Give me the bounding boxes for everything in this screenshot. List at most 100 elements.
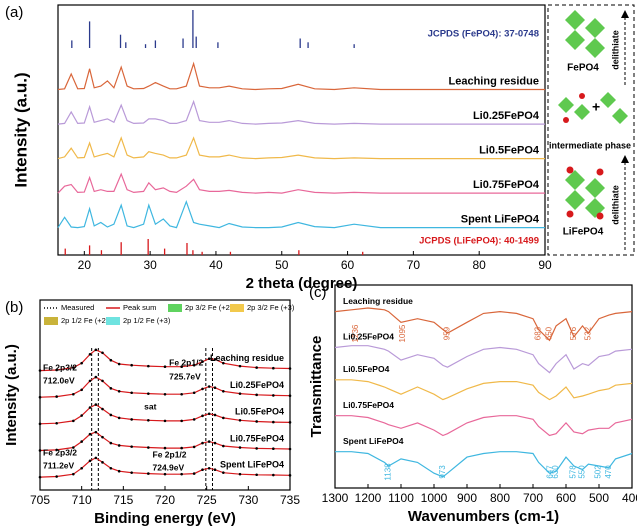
measured-point bbox=[117, 444, 121, 447]
x-tick-label: 710 bbox=[72, 493, 92, 507]
x-axis-title: 2 theta (degree) bbox=[246, 275, 358, 292]
measured-point bbox=[180, 365, 183, 369]
measured-point bbox=[109, 466, 113, 470]
measured-point bbox=[238, 418, 242, 422]
measured-point bbox=[101, 435, 104, 439]
measured-point bbox=[88, 406, 92, 409]
panel-label: (a) bbox=[5, 4, 23, 21]
measured-point bbox=[130, 418, 133, 421]
measured-point bbox=[163, 392, 167, 396]
measured-point bbox=[147, 446, 150, 449]
measured-point bbox=[207, 412, 211, 416]
series-label: Spent LiFePO4 bbox=[343, 436, 404, 446]
measured-point bbox=[213, 413, 217, 417]
panel-label: (c) bbox=[309, 284, 327, 301]
measured-point bbox=[101, 379, 104, 383]
x-tick-label: 1000 bbox=[421, 491, 448, 505]
series-label: Li0.5FePO4 bbox=[479, 144, 540, 156]
peak-label: 959 bbox=[443, 326, 452, 340]
measured-point bbox=[55, 395, 58, 398]
measured-point bbox=[72, 446, 75, 449]
x-tick-label: 1100 bbox=[388, 491, 414, 505]
measured-point bbox=[222, 361, 225, 365]
x-tick-label: 40 bbox=[209, 258, 223, 272]
measured-point bbox=[207, 385, 211, 388]
series-label: Leaching residue bbox=[449, 75, 539, 87]
measured-point bbox=[192, 472, 196, 475]
measured-point bbox=[163, 446, 167, 450]
measured-point bbox=[222, 416, 225, 420]
measured-point bbox=[80, 361, 83, 365]
measured-point bbox=[117, 389, 121, 393]
spectrum-line bbox=[57, 99, 545, 125]
measured-point bbox=[55, 368, 58, 372]
measured-point bbox=[55, 475, 58, 478]
x-tick-label: 700 bbox=[523, 491, 543, 505]
series-label: Li0.25FePO4 bbox=[473, 110, 540, 122]
measured-point bbox=[109, 387, 113, 390]
x-tick-label: 500 bbox=[589, 491, 609, 505]
annotation: 711.2eV bbox=[43, 460, 75, 470]
series-label: Li0.5FePO4 bbox=[235, 407, 284, 417]
measured-point bbox=[38, 395, 42, 399]
measured-point bbox=[94, 348, 98, 352]
x-axis-title: Binding energy (eV) bbox=[94, 510, 236, 527]
series-label: Li0.75FePO4 bbox=[343, 400, 394, 410]
measured-point bbox=[109, 413, 113, 417]
spectrum-line bbox=[39, 431, 291, 452]
spectrum-line bbox=[57, 199, 545, 229]
measured-point bbox=[94, 456, 98, 460]
x-tick-label: 725 bbox=[197, 493, 217, 507]
measured-point bbox=[201, 414, 204, 418]
x-tick-label: 900 bbox=[457, 491, 477, 505]
measured-point bbox=[38, 449, 42, 452]
measured-point bbox=[117, 469, 121, 473]
measured-point bbox=[38, 475, 42, 479]
measured-point bbox=[80, 414, 83, 417]
measured-point bbox=[201, 441, 204, 445]
spectrum-line bbox=[335, 379, 633, 401]
measured-point bbox=[222, 471, 225, 474]
measured-point bbox=[213, 358, 217, 361]
measured-point bbox=[117, 416, 121, 420]
measured-point bbox=[55, 448, 58, 452]
schematic-crystal: + bbox=[558, 10, 629, 250]
reference-label: JCPDS (FePO4): 37-0748 bbox=[428, 29, 539, 40]
measured-point bbox=[94, 430, 98, 434]
x-tick-label: 20 bbox=[78, 258, 92, 272]
legend-label: 2p 1/2 Fe (+2) bbox=[61, 316, 109, 325]
measured-point bbox=[38, 369, 42, 372]
measured-point bbox=[38, 422, 42, 426]
spectrum-line bbox=[334, 307, 633, 342]
peak-label: 1236 bbox=[351, 324, 360, 342]
measured-point bbox=[163, 472, 167, 476]
measured-point bbox=[222, 389, 225, 393]
schematic-arrow-label: delithiate bbox=[610, 185, 620, 225]
spectrum-line bbox=[57, 136, 545, 160]
measured-point bbox=[201, 360, 204, 363]
series-label: Li0.5FePO4 bbox=[343, 364, 390, 374]
annotation: 712.0eV bbox=[43, 375, 75, 385]
x-tick-label: 70 bbox=[407, 258, 421, 272]
measured-point bbox=[109, 358, 113, 362]
measured-point bbox=[88, 379, 92, 383]
schematic-label: intermediate phase bbox=[549, 140, 631, 150]
measured-point bbox=[238, 472, 242, 476]
annotation: 725.7eV bbox=[169, 371, 201, 381]
legend-label: Peak sum bbox=[123, 303, 156, 312]
measured-point bbox=[207, 440, 211, 443]
x-tick-label: 705 bbox=[30, 493, 50, 507]
x-tick-label: 30 bbox=[143, 258, 157, 272]
measured-point bbox=[72, 366, 75, 369]
y-axis-title: Intensity (a.u.) bbox=[11, 72, 30, 187]
x-tick-label: 730 bbox=[238, 493, 258, 507]
legend-label: Measured bbox=[61, 303, 94, 312]
series-label: Li0.25FePO4 bbox=[230, 380, 284, 390]
measured-point bbox=[72, 392, 75, 396]
annotation: Fe 2p3/2 bbox=[43, 447, 77, 457]
spectrum-line bbox=[39, 376, 291, 398]
schematic-arrow-label: delithiate bbox=[610, 30, 620, 70]
measured-point bbox=[213, 441, 217, 445]
spectrum-line bbox=[335, 451, 633, 478]
